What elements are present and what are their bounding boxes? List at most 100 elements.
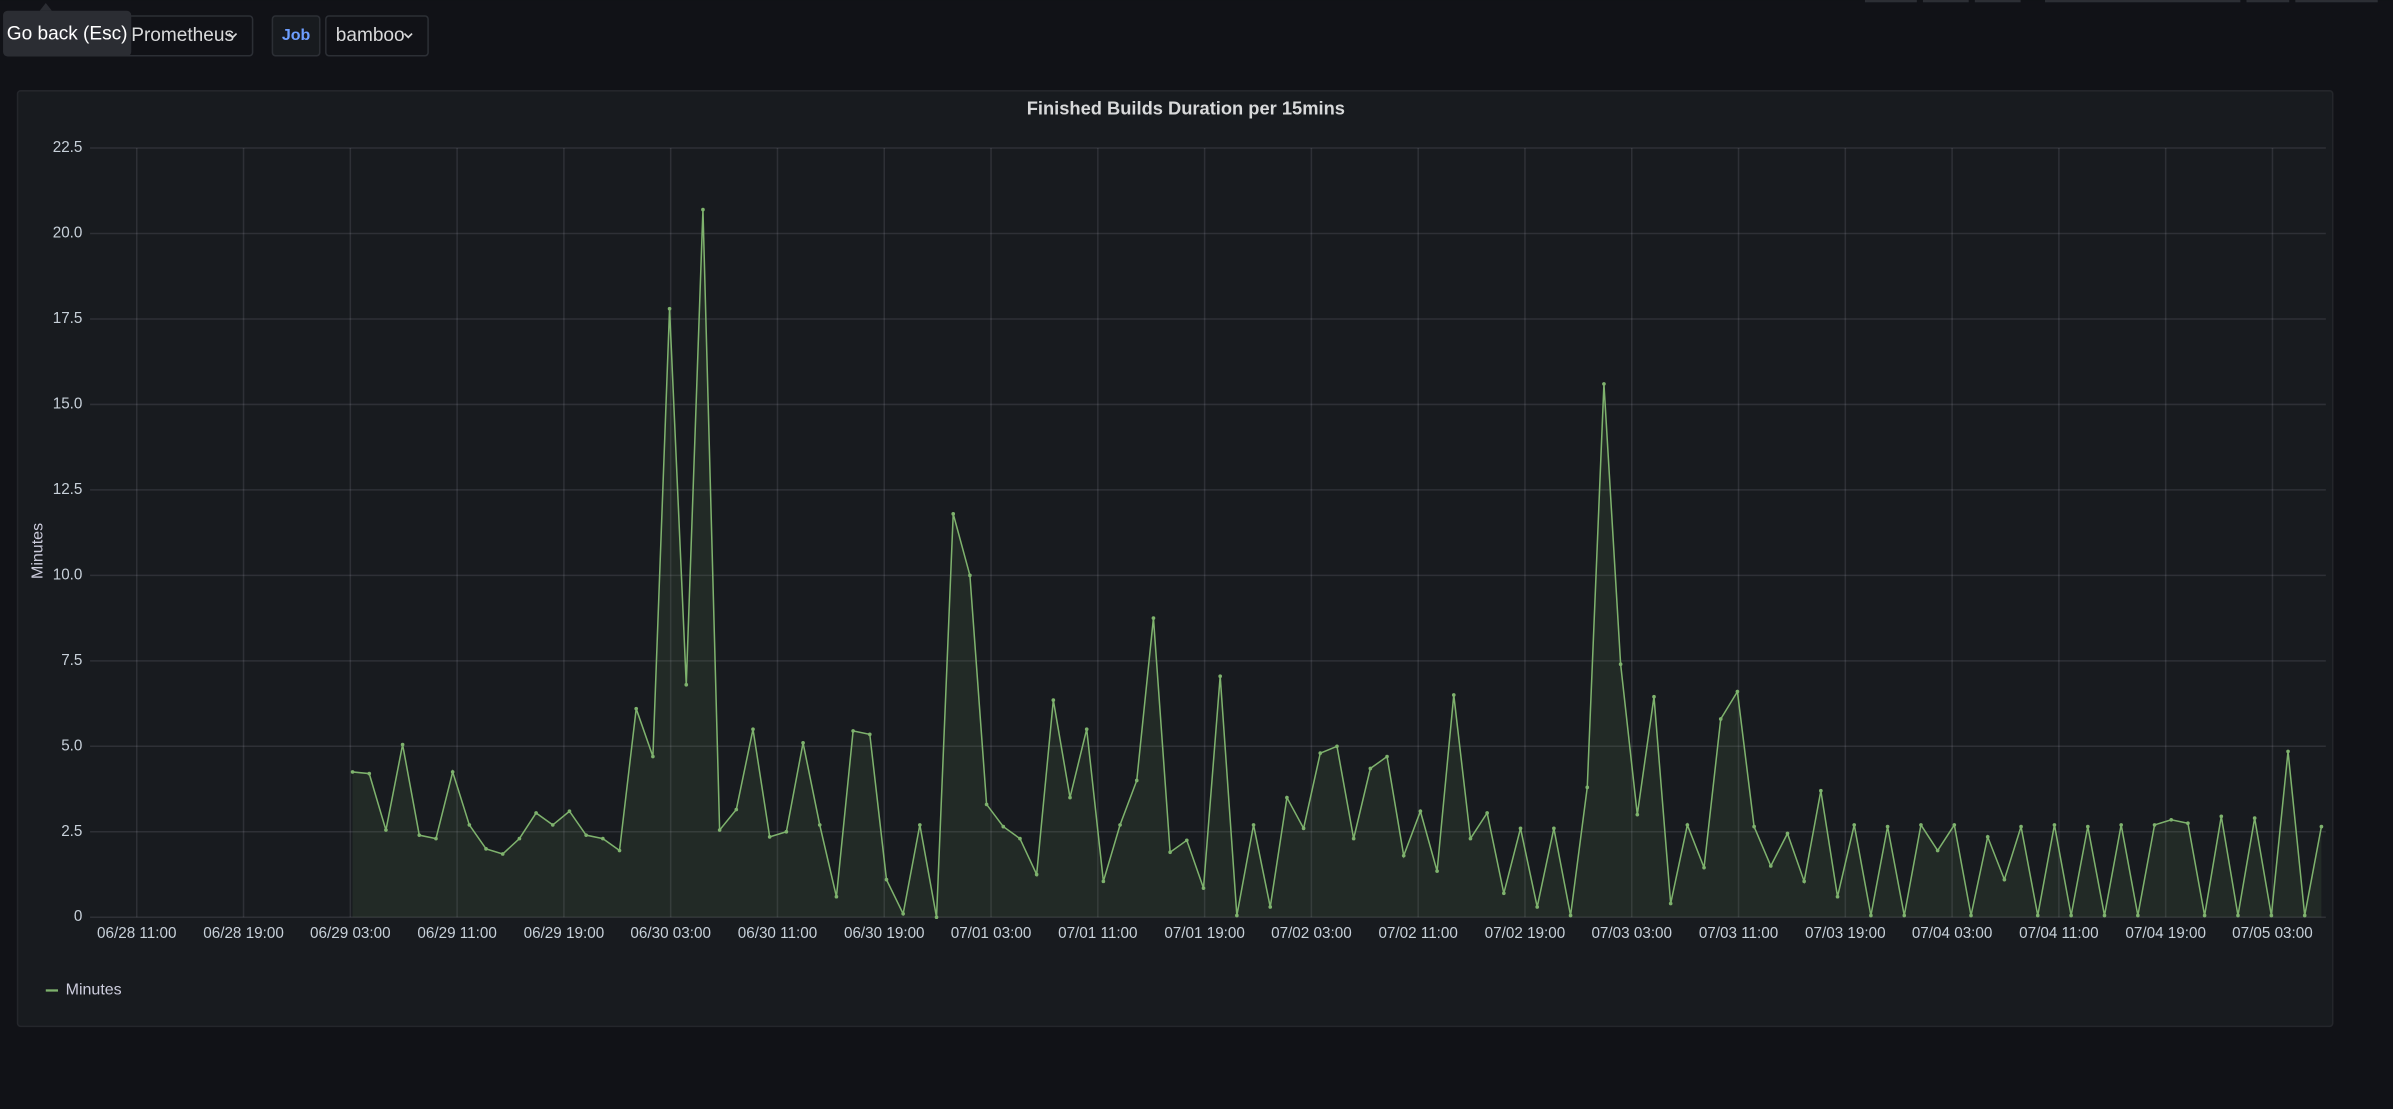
point	[1718, 717, 1723, 721]
point	[1001, 824, 1006, 829]
point	[2035, 913, 2040, 918]
point	[1084, 727, 1089, 732]
point	[2252, 816, 2257, 820]
point	[2069, 913, 2073, 918]
point	[884, 877, 889, 882]
point	[534, 811, 538, 815]
tooltip-arrow	[39, 3, 52, 11]
point	[1068, 795, 1072, 800]
point	[1251, 823, 1256, 827]
point	[1768, 864, 1773, 868]
point	[1652, 694, 1656, 699]
legend-label: Minutes	[66, 981, 122, 999]
point	[934, 915, 939, 920]
point	[1618, 662, 1623, 667]
point	[1702, 865, 1706, 870]
point	[2052, 823, 2057, 827]
point	[901, 911, 905, 916]
point	[1969, 913, 1973, 918]
point	[1952, 823, 1957, 827]
point	[500, 852, 505, 856]
point	[1268, 905, 1273, 909]
point	[1785, 831, 1790, 836]
point	[1885, 824, 1890, 829]
point	[2219, 814, 2224, 819]
point	[851, 729, 855, 733]
y-tick-label: 7.5	[61, 652, 82, 669]
point	[701, 207, 705, 212]
x-tick-label: 07/01 19:00	[1164, 925, 1245, 942]
point	[567, 809, 572, 814]
point	[667, 306, 672, 311]
point	[1735, 689, 1740, 694]
point	[1985, 835, 1990, 839]
variable-picker[interactable]	[325, 15, 429, 57]
toolbar-button[interactable]	[2045, 0, 2241, 3]
point	[801, 741, 805, 745]
point	[1335, 744, 1339, 749]
datasource-name: Prometheus	[131, 25, 234, 46]
point	[1485, 811, 1489, 815]
point	[2236, 913, 2240, 918]
toolbar-button[interactable]	[1864, 0, 1917, 3]
point	[2119, 823, 2124, 827]
x-tick-label: 06/30 03:00	[630, 925, 711, 942]
point	[2202, 913, 2207, 918]
point	[1351, 836, 1356, 841]
point	[1919, 823, 1923, 827]
point	[968, 573, 972, 578]
point	[1435, 869, 1439, 873]
point	[517, 836, 522, 841]
point	[1168, 850, 1172, 855]
y-tick-label: 22.5	[53, 139, 83, 156]
toolbar-button[interactable]	[2295, 0, 2378, 3]
point	[1451, 693, 1456, 697]
point	[2152, 823, 2157, 827]
point	[2085, 824, 2090, 829]
x-tick-label: 07/05 03:00	[2232, 925, 2313, 942]
point	[1518, 826, 1523, 831]
point	[2169, 817, 2174, 822]
point	[1318, 751, 1323, 755]
y-axis-label: Minutes	[28, 523, 46, 579]
point	[400, 742, 405, 747]
point	[817, 823, 822, 827]
y-tick-label: 0	[74, 908, 82, 925]
chevron	[228, 32, 238, 39]
point	[2102, 913, 2107, 918]
y-tick-label: 20.0	[53, 225, 83, 242]
point	[751, 727, 755, 732]
x-tick-label: 07/02 19:00	[1485, 925, 1566, 942]
tooltip	[3, 10, 132, 57]
toolbar-button[interactable]	[2246, 0, 2290, 3]
point	[1184, 838, 1189, 843]
point	[2186, 821, 2190, 826]
x-tick-label: 07/03 03:00	[1591, 925, 1672, 942]
point	[1585, 785, 1590, 790]
point	[1418, 809, 1423, 814]
point	[834, 894, 839, 899]
x-tick-label: 06/30 11:00	[738, 925, 817, 942]
point	[2002, 877, 2007, 882]
point	[984, 802, 989, 807]
point	[1552, 826, 1556, 831]
point	[951, 511, 956, 516]
point	[550, 823, 555, 827]
point	[350, 770, 355, 774]
tooltip-text: Go back (Esc)	[7, 23, 128, 44]
y-tick-label: 15.0	[53, 395, 83, 412]
point	[1034, 872, 1039, 877]
toolbar-button[interactable]	[1922, 0, 1969, 3]
point	[1385, 754, 1389, 759]
x-tick-label: 07/04 03:00	[1912, 925, 1993, 942]
toolbar-button[interactable]	[1974, 0, 2021, 3]
y-tick-label: 17.5	[53, 310, 83, 327]
x-tick-label: 07/02 11:00	[1378, 925, 1457, 942]
chevron	[403, 32, 413, 39]
point	[1134, 778, 1139, 783]
point	[1802, 879, 1806, 884]
point	[484, 847, 488, 851]
variable-value: bamboo	[336, 25, 405, 46]
